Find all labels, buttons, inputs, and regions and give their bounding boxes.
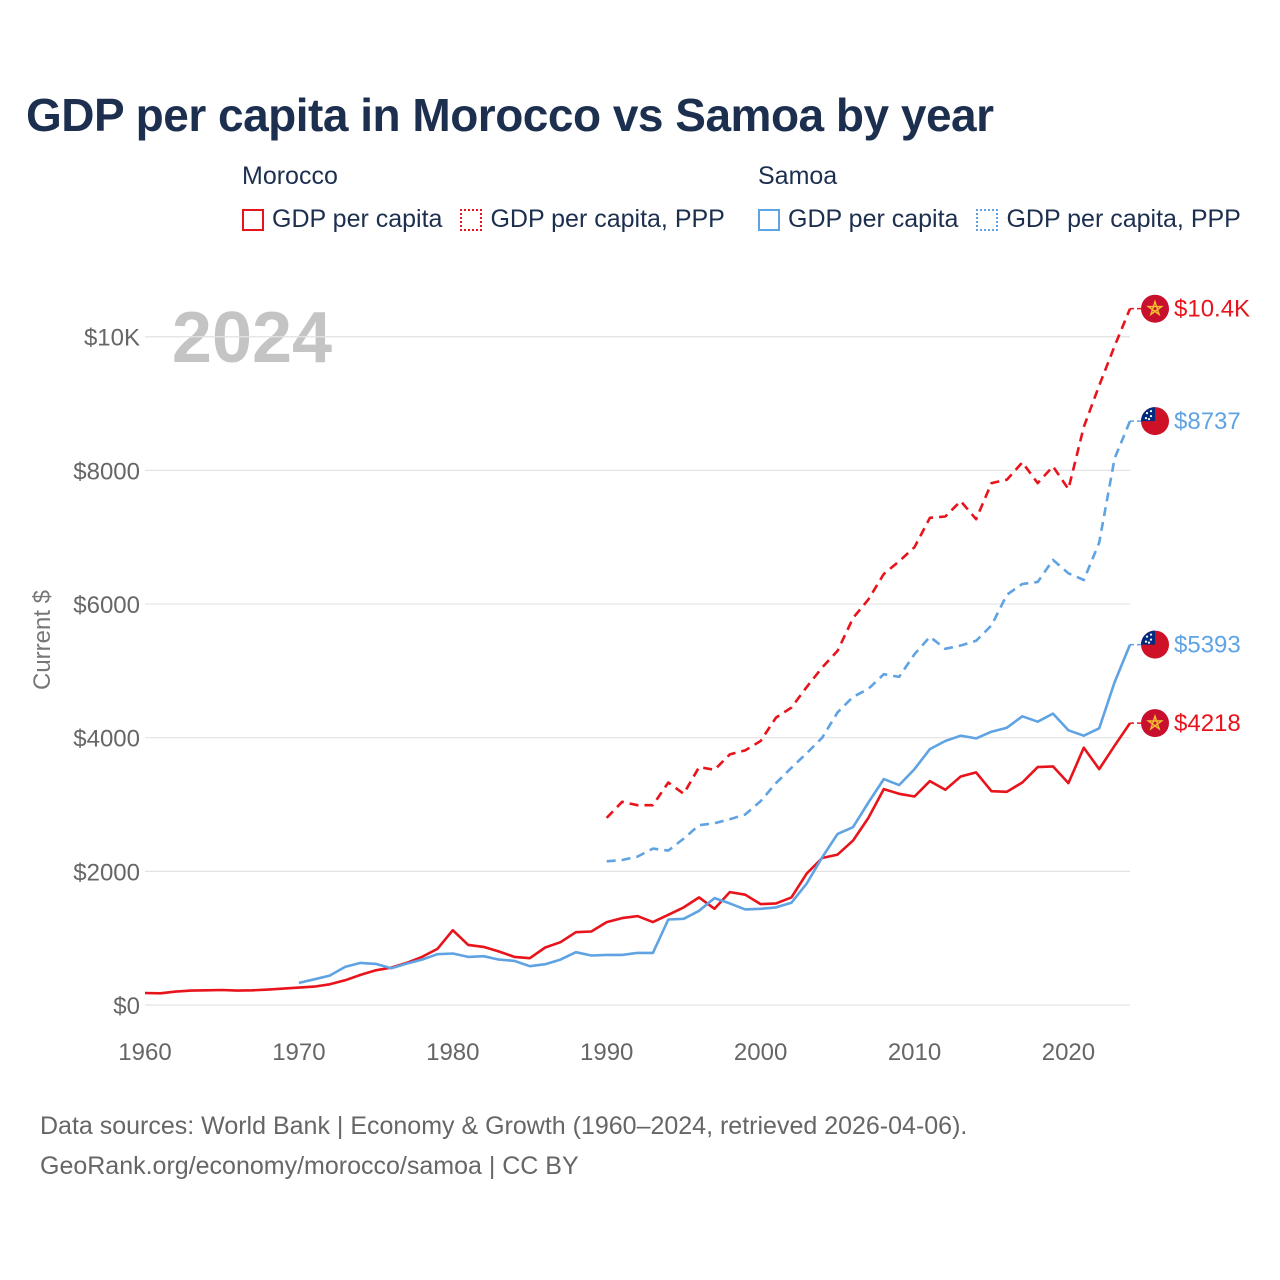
samoa-flag-icon [1141,407,1169,436]
flag-star [1149,633,1153,636]
flag-star [1149,638,1153,641]
flag-star [1146,299,1164,317]
x-tick-label: 1970 [272,1039,325,1066]
line-chart: 2024 $0 $2000 $4000 $6000 $8000 $10K 1960 1970… [29,294,1250,1066]
flag-star [1149,415,1153,418]
x-tick-label: 2020 [1042,1039,1095,1066]
flag-star [1146,713,1164,731]
legend-group-samoa: Samoa GDP per capita GDP per capita, PPP [758,162,1241,234]
chart-title: GDP per capita in Morocco vs Samoa by ye… [26,89,994,141]
flag-star [1147,641,1151,644]
grid-layer [145,336,1130,1006]
legend-swatch-solid-blue [758,208,780,231]
x-tick-label: 1960 [118,1039,171,1066]
legend-swatch-dotted-red [460,208,483,231]
legend-item-morocco-gdp[interactable]: GDP per capita [242,205,442,234]
flag-star [1147,418,1151,421]
y-tick-label: $6000 [73,592,140,619]
y-tick-label: $10K [84,325,140,352]
flag-background [1141,294,1169,323]
flag-star [1149,410,1153,413]
legend-item-samoa-gdp[interactable]: GDP per capita [758,205,958,234]
legend-label-samoa-ppp: GDP per capita, PPP [1006,205,1241,233]
series-line-morocco-solid [144,722,1132,995]
y-tick-label: $2000 [73,859,140,886]
legend-group-title-morocco: Morocco [242,162,338,190]
end-value-label: $5393 [1174,632,1241,659]
legend-group-title-samoa: Samoa [758,162,838,190]
y-axis-ticks: $0 $2000 $4000 $6000 $8000 $10K [73,325,140,1020]
legend-label-samoa-gdp: GDP per capita [788,205,959,233]
footer-sources: Data sources: World Bank | Economy & Gro… [40,1112,968,1140]
series-layer [144,308,1132,995]
series-line-morocco-dashed [605,308,1132,819]
footer-link[interactable]: GeoRank.org/economy/morocco/samoa | CC B… [40,1152,579,1180]
legend-group-morocco: Morocco GDP per capita GDP per capita, P… [242,162,725,234]
flag-star [1144,640,1148,643]
legend-label-morocco-gdp: GDP per capita [272,205,443,233]
footer: Data sources: World Bank | Economy & Gro… [40,1106,967,1186]
series-line-samoa-dashed [606,420,1132,863]
y-tick-label: $0 [113,993,140,1020]
end-value-label: $8737 [1174,408,1241,435]
flag-background [1141,709,1169,738]
legend-item-samoa-ppp[interactable]: GDP per capita, PPP [976,205,1241,234]
series-line-samoa-solid [298,644,1132,985]
x-tick-label: 2010 [888,1039,941,1066]
x-axis-ticks: 1960 1970 1980 1990 2000 2010 2020 [118,1039,1095,1066]
end-value-label: $10.4K [1174,296,1250,323]
morocco-flag-icon [1141,294,1169,323]
flag-star [1145,412,1149,415]
x-tick-label: 2000 [734,1039,787,1066]
y-tick-label: $8000 [73,458,140,485]
end-value-label: $4218 [1174,710,1241,737]
x-tick-label: 1980 [426,1039,479,1066]
legend-label-morocco-ppp: GDP per capita, PPP [490,205,725,233]
y-axis-label: Current $ [29,590,56,690]
legend-swatch-solid-red [242,208,264,231]
flag-star [1144,417,1148,420]
end-labels-layer: $4218 $10.4K $5393 $8737 [1130,294,1250,738]
samoa-flag-icon [1141,630,1169,659]
y-tick-label: $4000 [73,726,140,753]
legend-item-morocco-ppp[interactable]: GDP per capita, PPP [460,205,725,234]
flag-star [1145,635,1149,638]
x-tick-label: 1990 [580,1039,633,1066]
year-watermark: 2024 [172,298,332,378]
morocco-flag-icon [1141,709,1169,738]
legend-swatch-dotted-blue [976,208,999,231]
